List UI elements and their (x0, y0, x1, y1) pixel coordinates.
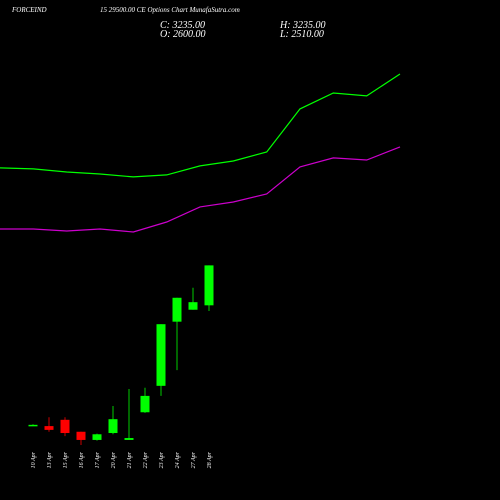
x-tick-label: 28 Apr (207, 451, 213, 468)
candle-body (140, 395, 150, 413)
chart-subtitle: 15 29500.00 CE Options Chart MunafaSutra… (100, 6, 240, 14)
x-tick-label: 21 Apr (127, 451, 133, 468)
candle-body (172, 297, 182, 322)
chart-title: FORCEIND (11, 6, 47, 14)
candle-body (204, 265, 214, 306)
candle-body (92, 434, 102, 440)
ohlc-label: H: 3235.00 (279, 20, 326, 31)
x-tick-label: 24 Apr (174, 451, 181, 468)
candle-body (156, 324, 166, 386)
candle-body (124, 438, 134, 440)
candle-body (28, 424, 38, 427)
x-tick-label: 13 Apr (47, 451, 53, 468)
candle-body (76, 431, 86, 440)
x-tick-label: 20 Apr (111, 451, 117, 468)
ohlc-label: C: 3235.00 (160, 20, 205, 31)
x-tick-label: 10 Apr (31, 451, 37, 468)
x-tick-label: 23 Apr (159, 451, 165, 468)
indicator-line (0, 146, 401, 233)
x-tick-label: 27 Apr (191, 451, 197, 468)
candle-body (44, 426, 54, 430)
candle-body (188, 302, 198, 310)
candle-body (60, 419, 70, 434)
x-tick-label: 15 Apr (63, 451, 69, 468)
x-tick-label: 22 Apr (143, 451, 149, 468)
ohlc-label: L: 2510.00 (279, 29, 324, 40)
x-tick-label: 17 Apr (95, 451, 101, 468)
x-tick-label: 16 Apr (79, 451, 85, 468)
ohlc-label: O: 2600.00 (160, 29, 206, 40)
indicator-line (0, 73, 401, 178)
candle-body (108, 419, 118, 434)
